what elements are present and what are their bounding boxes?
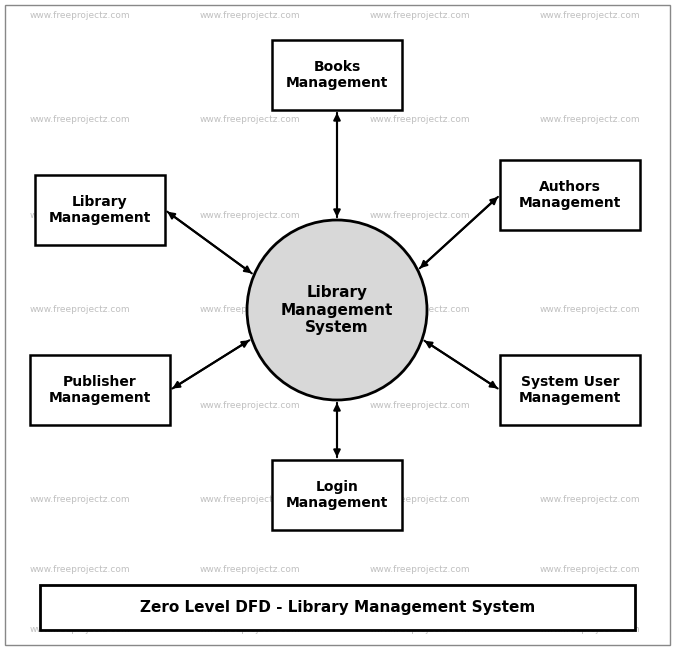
Text: Library
Management: Library Management	[49, 195, 151, 225]
Text: Books
Management: Books Management	[286, 60, 388, 90]
Bar	[500, 160, 640, 230]
Text: www.freeprojectz.com: www.freeprojectz.com	[30, 566, 130, 575]
Text: www.freeprojectz.com: www.freeprojectz.com	[30, 10, 130, 20]
Text: www.freeprojectz.com: www.freeprojectz.com	[200, 495, 300, 504]
Text: www.freeprojectz.com: www.freeprojectz.com	[200, 211, 300, 220]
Bar	[500, 355, 640, 425]
Text: www.freeprojectz.com: www.freeprojectz.com	[370, 495, 470, 504]
Text: www.freeprojectz.com: www.freeprojectz.com	[30, 306, 130, 315]
Bar	[272, 460, 402, 530]
Text: www.freeprojectz.com: www.freeprojectz.com	[30, 625, 130, 634]
Bar	[272, 40, 402, 110]
Text: www.freeprojectz.com: www.freeprojectz.com	[540, 495, 641, 504]
Text: www.freeprojectz.com: www.freeprojectz.com	[370, 10, 470, 20]
Text: www.freeprojectz.com: www.freeprojectz.com	[370, 400, 470, 410]
Text: www.freeprojectz.com: www.freeprojectz.com	[370, 116, 470, 125]
Text: www.freeprojectz.com: www.freeprojectz.com	[30, 211, 130, 220]
Bar	[35, 175, 165, 245]
Text: www.freeprojectz.com: www.freeprojectz.com	[370, 566, 470, 575]
Text: www.freeprojectz.com: www.freeprojectz.com	[540, 306, 641, 315]
Text: www.freeprojectz.com: www.freeprojectz.com	[540, 566, 641, 575]
Text: Library
Management
System: Library Management System	[281, 285, 393, 335]
Text: Authors
Management: Authors Management	[519, 180, 621, 210]
Text: www.freeprojectz.com: www.freeprojectz.com	[200, 10, 300, 20]
Text: www.freeprojectz.com: www.freeprojectz.com	[540, 625, 641, 634]
Text: Publisher
Management: Publisher Management	[49, 375, 151, 405]
Text: System User
Management: System User Management	[519, 375, 621, 405]
Text: www.freeprojectz.com: www.freeprojectz.com	[540, 400, 641, 410]
Text: www.freeprojectz.com: www.freeprojectz.com	[370, 306, 470, 315]
Bar	[30, 355, 170, 425]
Text: www.freeprojectz.com: www.freeprojectz.com	[200, 306, 300, 315]
Text: www.freeprojectz.com: www.freeprojectz.com	[540, 211, 641, 220]
Bar	[40, 585, 635, 630]
Text: Login
Management: Login Management	[286, 480, 388, 510]
Text: www.freeprojectz.com: www.freeprojectz.com	[200, 566, 300, 575]
Text: www.freeprojectz.com: www.freeprojectz.com	[540, 116, 641, 125]
Text: www.freeprojectz.com: www.freeprojectz.com	[30, 400, 130, 410]
Text: www.freeprojectz.com: www.freeprojectz.com	[370, 211, 470, 220]
Text: www.freeprojectz.com: www.freeprojectz.com	[370, 625, 470, 634]
Text: Zero Level DFD - Library Management System: Zero Level DFD - Library Management Syst…	[140, 600, 535, 615]
Text: www.freeprojectz.com: www.freeprojectz.com	[30, 116, 130, 125]
Text: www.freeprojectz.com: www.freeprojectz.com	[30, 495, 130, 504]
Text: www.freeprojectz.com: www.freeprojectz.com	[540, 10, 641, 20]
Text: www.freeprojectz.com: www.freeprojectz.com	[200, 625, 300, 634]
Text: www.freeprojectz.com: www.freeprojectz.com	[200, 400, 300, 410]
Text: www.freeprojectz.com: www.freeprojectz.com	[200, 116, 300, 125]
Circle shape	[247, 220, 427, 400]
